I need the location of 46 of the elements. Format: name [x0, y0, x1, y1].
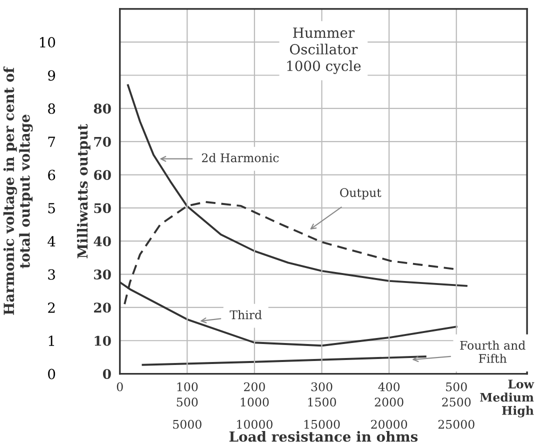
y-tick-label: 0 — [102, 369, 111, 379]
y2-tick-label: 2 — [48, 302, 55, 313]
y2-tick-label: 8 — [48, 103, 56, 114]
annotation: Third — [230, 310, 262, 320]
x2-tick-label: 1000 — [240, 398, 269, 407]
y2-axis-title: Harmonic voltage in per cent of total output voltage — [3, 66, 33, 315]
x2-tick-label: 2000 — [374, 398, 404, 407]
y2-tick-label: 4 — [48, 236, 56, 246]
x-tick-label: 200 — [244, 382, 265, 392]
x-tick-label: 400 — [378, 382, 400, 392]
y2-tick-label: 9 — [48, 70, 56, 81]
y-tick-label: 60 — [94, 170, 111, 180]
y2-tick-label: 0 — [48, 368, 56, 380]
text: 25000 — [438, 420, 474, 429]
y-tick-label: 30 — [94, 270, 111, 280]
y-tick-label: 20 — [94, 302, 111, 313]
y-tick-label: 10 — [94, 336, 111, 346]
y-tick-label: 70 — [94, 136, 111, 147]
y2-tick-label: 7 — [48, 136, 55, 147]
y-axis-title: Milliwatts output — [76, 124, 90, 258]
line-series — [126, 84, 468, 287]
x-tick-label: 0 — [116, 382, 123, 392]
y-tick-label: 80 — [94, 104, 111, 114]
y-tick-label: 40 — [94, 236, 111, 246]
annotation: 2d Harmonic — [202, 153, 279, 162]
x2-tick-label: 2500 — [442, 398, 471, 407]
text: 15000 — [304, 420, 340, 429]
x2-tick-label: 500 — [176, 398, 198, 407]
x-tick-label: 100 — [177, 382, 198, 392]
y2-tick-label: 10 — [40, 37, 56, 48]
x-tick-label: 500 — [446, 382, 467, 392]
y2-tick-label: 6 — [48, 170, 56, 180]
text: 5000 — [173, 420, 202, 429]
y2-tick-label: 1 — [48, 336, 54, 346]
y2-tick-label: 3 — [48, 269, 55, 280]
annotation: Fourth and Fifth — [460, 340, 526, 363]
annotation: Output — [340, 188, 382, 200]
x2-tick-label: 1500 — [308, 398, 336, 407]
x-tick-label: 300 — [311, 382, 332, 392]
y2-tick-label: 5 — [48, 203, 55, 214]
text: Low Medium High — [480, 380, 534, 418]
y-tick-label: 50 — [94, 203, 111, 214]
text: 10000 — [237, 420, 272, 429]
x-axis-title: Load resistance in ohms — [229, 431, 418, 442]
text: Hummer Oscillator 1000 cycle — [287, 28, 361, 74]
text: 20000 — [371, 420, 408, 429]
